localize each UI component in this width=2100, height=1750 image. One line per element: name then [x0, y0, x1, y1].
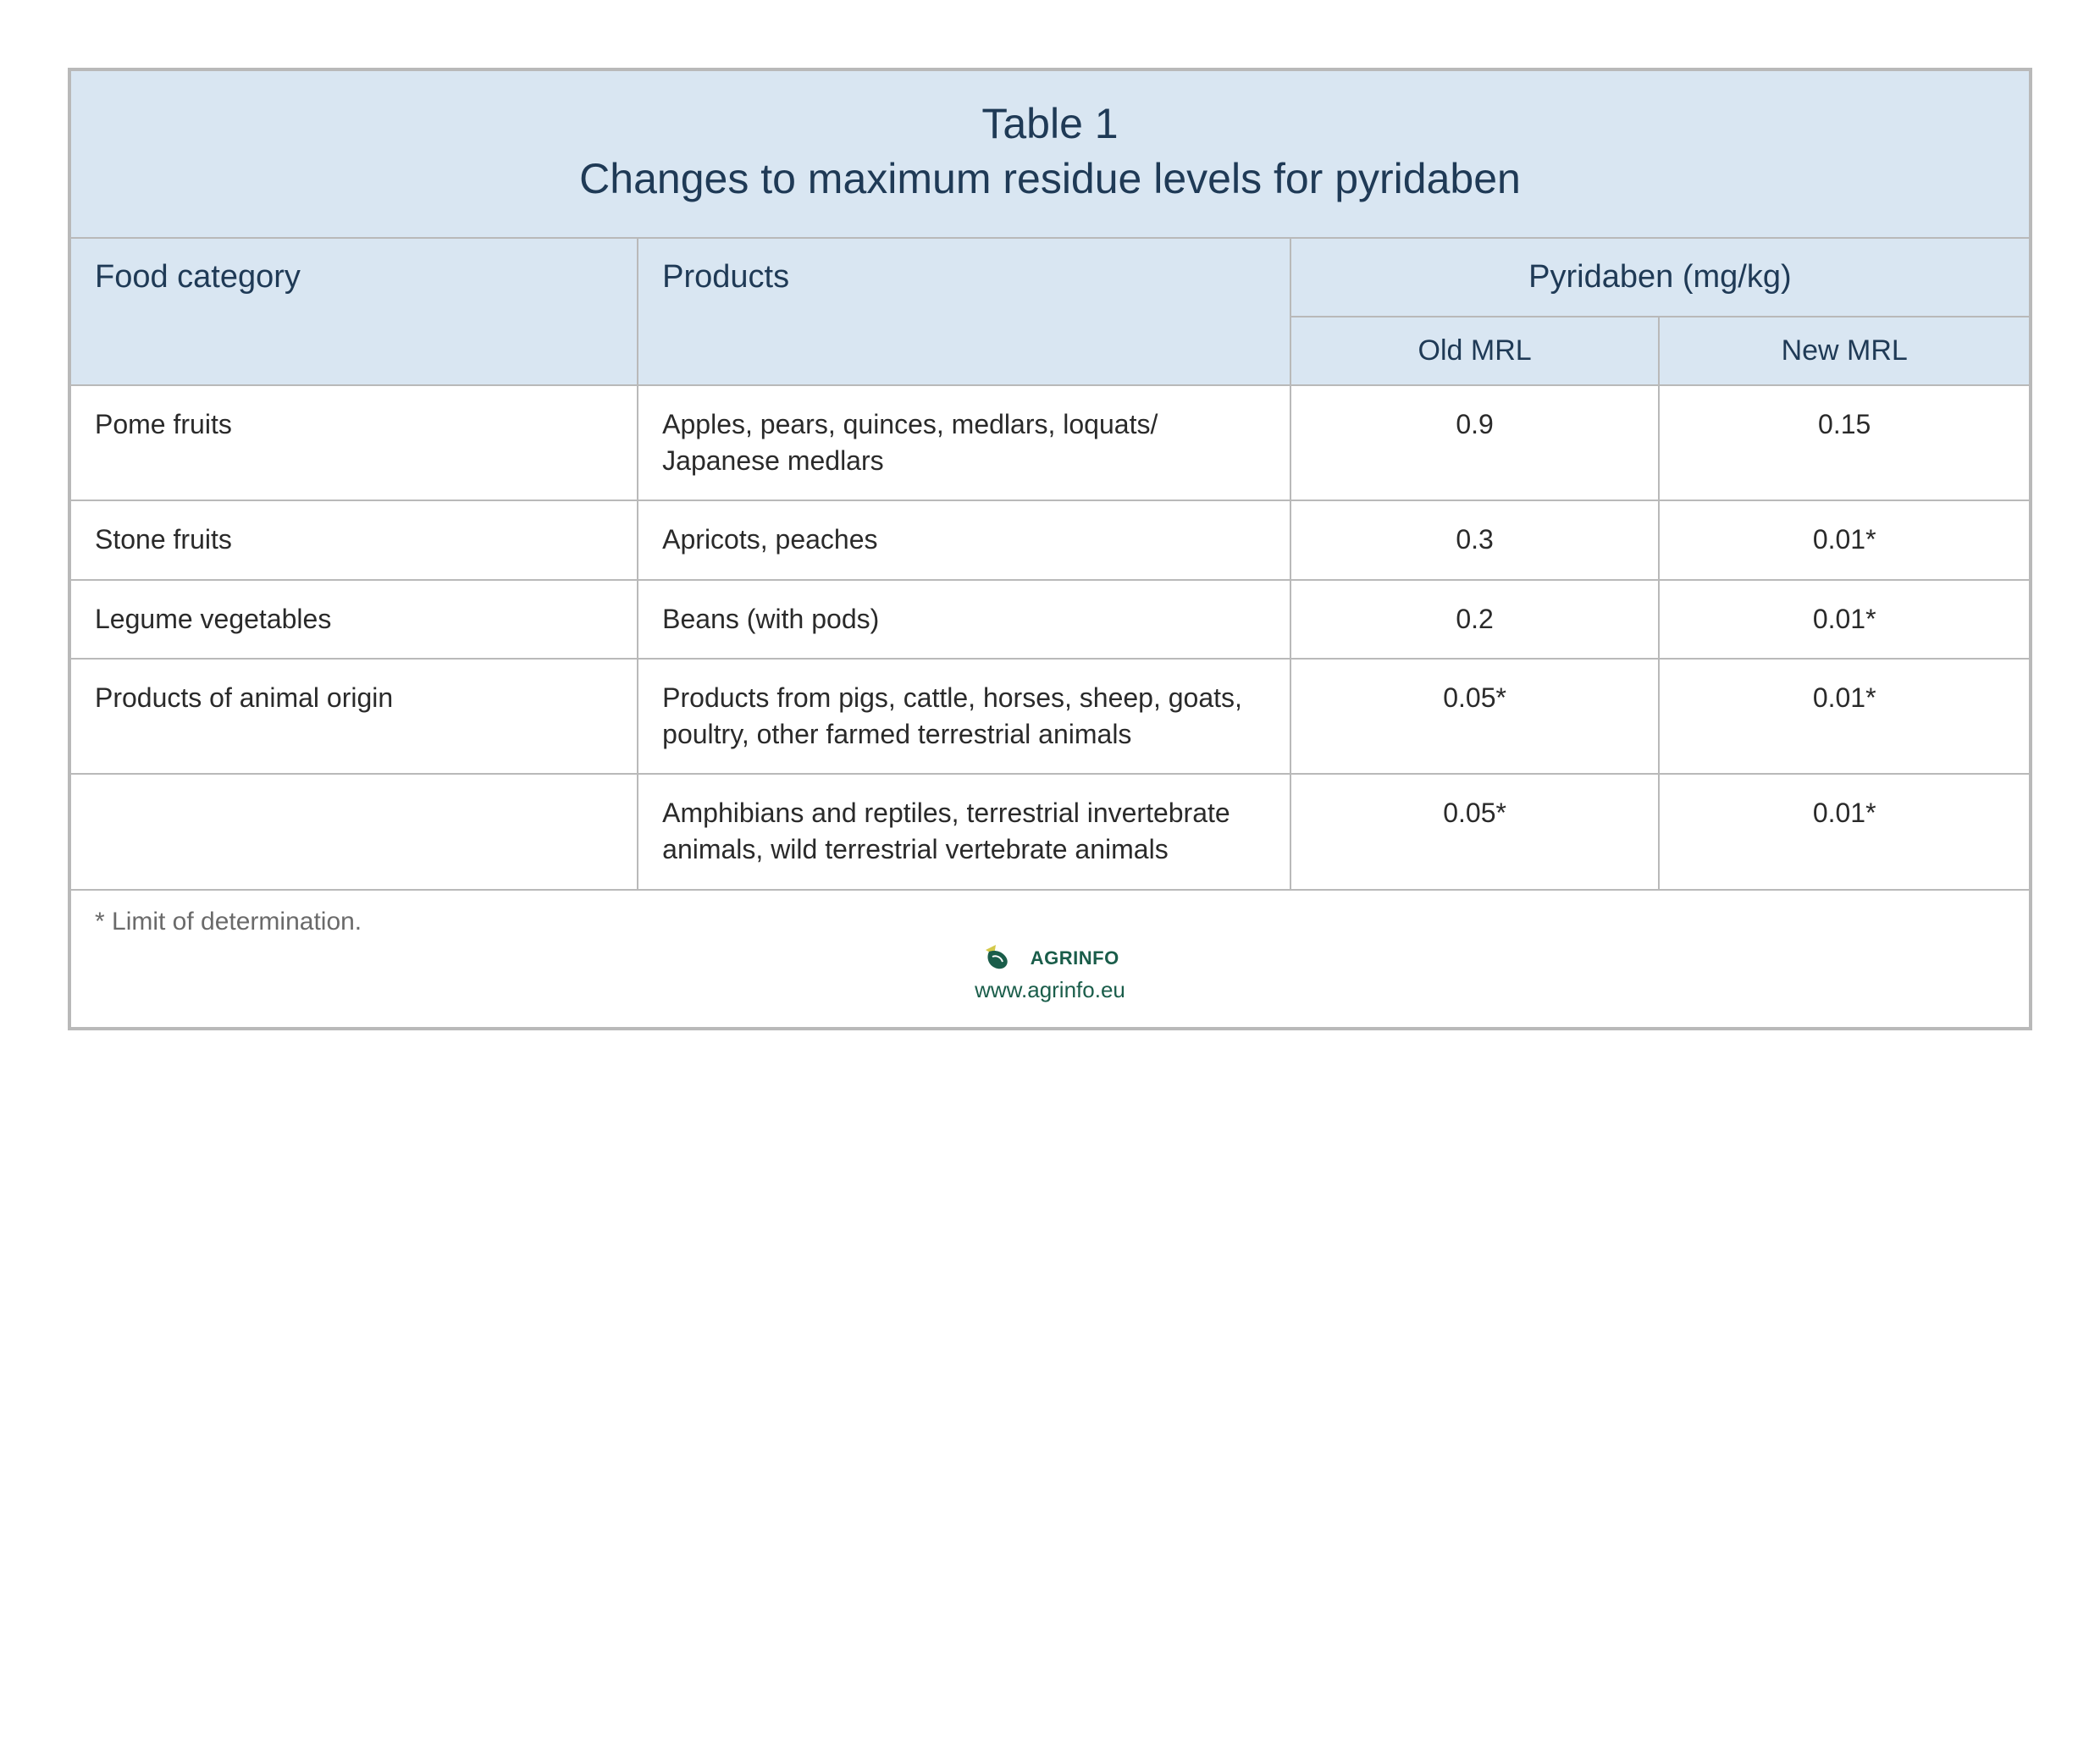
cell-products: Amphibians and reptiles, terrestrial inv…	[638, 775, 1291, 888]
cell-products: Apples, pears, quinces, medlars, loquats…	[638, 386, 1291, 500]
cell-products: Products from pigs, cattle, horses, shee…	[638, 660, 1291, 773]
header-products: Products	[638, 239, 1291, 384]
table-title-line2: Changes to maximum residue levels for py…	[88, 152, 2012, 207]
table-header: Food category Products Pyridaben (mg/kg)…	[71, 239, 2029, 384]
cell-category: Products of animal origin	[71, 660, 638, 773]
cell-new-mrl: 0.01*	[1660, 581, 2029, 658]
cell-products: Apricots, peaches	[638, 501, 1291, 578]
table-row: Products of animal origin Products from …	[71, 658, 2029, 773]
cell-old-mrl: 0.2	[1291, 581, 1661, 658]
cell-category: Pome fruits	[71, 386, 638, 500]
cell-new-mrl: 0.15	[1660, 386, 2029, 500]
cell-old-mrl: 0.05*	[1291, 660, 1661, 773]
brand-name: AGRINFO	[1031, 947, 1119, 969]
cell-old-mrl: 0.3	[1291, 501, 1661, 578]
header-old-mrl: Old MRL	[1291, 317, 1661, 384]
cell-new-mrl: 0.01*	[1660, 501, 2029, 578]
cell-new-mrl: 0.01*	[1660, 775, 2029, 888]
header-food-category: Food category	[71, 239, 638, 384]
footnote-text: * Limit of determination.	[95, 908, 2005, 936]
header-new-mrl: New MRL	[1660, 317, 2029, 384]
cell-old-mrl: 0.9	[1291, 386, 1661, 500]
table-row: Pome fruits Apples, pears, quinces, medl…	[71, 384, 2029, 500]
agrinfo-logo-icon	[981, 943, 1021, 974]
cell-old-mrl: 0.05*	[1291, 775, 1661, 888]
cell-category: Stone fruits	[71, 501, 638, 578]
brand-logo-block: AGRINFO	[95, 943, 2005, 974]
cell-products: Beans (with pods)	[638, 581, 1291, 658]
table-row: Amphibians and reptiles, terrestrial inv…	[71, 773, 2029, 888]
cell-new-mrl: 0.01*	[1660, 660, 2029, 773]
table-title-line1: Table 1	[88, 97, 2012, 152]
table-title-block: Table 1 Changes to maximum residue level…	[71, 71, 2029, 239]
table-row: Stone fruits Apricots, peaches 0.3 0.01*	[71, 500, 2029, 578]
table-row: Legume vegetables Beans (with pods) 0.2 …	[71, 579, 2029, 658]
header-pyridaben-group: Pyridaben (mg/kg)	[1291, 239, 2029, 317]
table-footer: * Limit of determination. AGRINFO www.ag…	[71, 889, 2029, 1027]
brand-url: www.agrinfo.eu	[95, 977, 2005, 1003]
mrl-table: Table 1 Changes to maximum residue level…	[68, 68, 2032, 1030]
cell-category	[71, 775, 638, 888]
cell-category: Legume vegetables	[71, 581, 638, 658]
